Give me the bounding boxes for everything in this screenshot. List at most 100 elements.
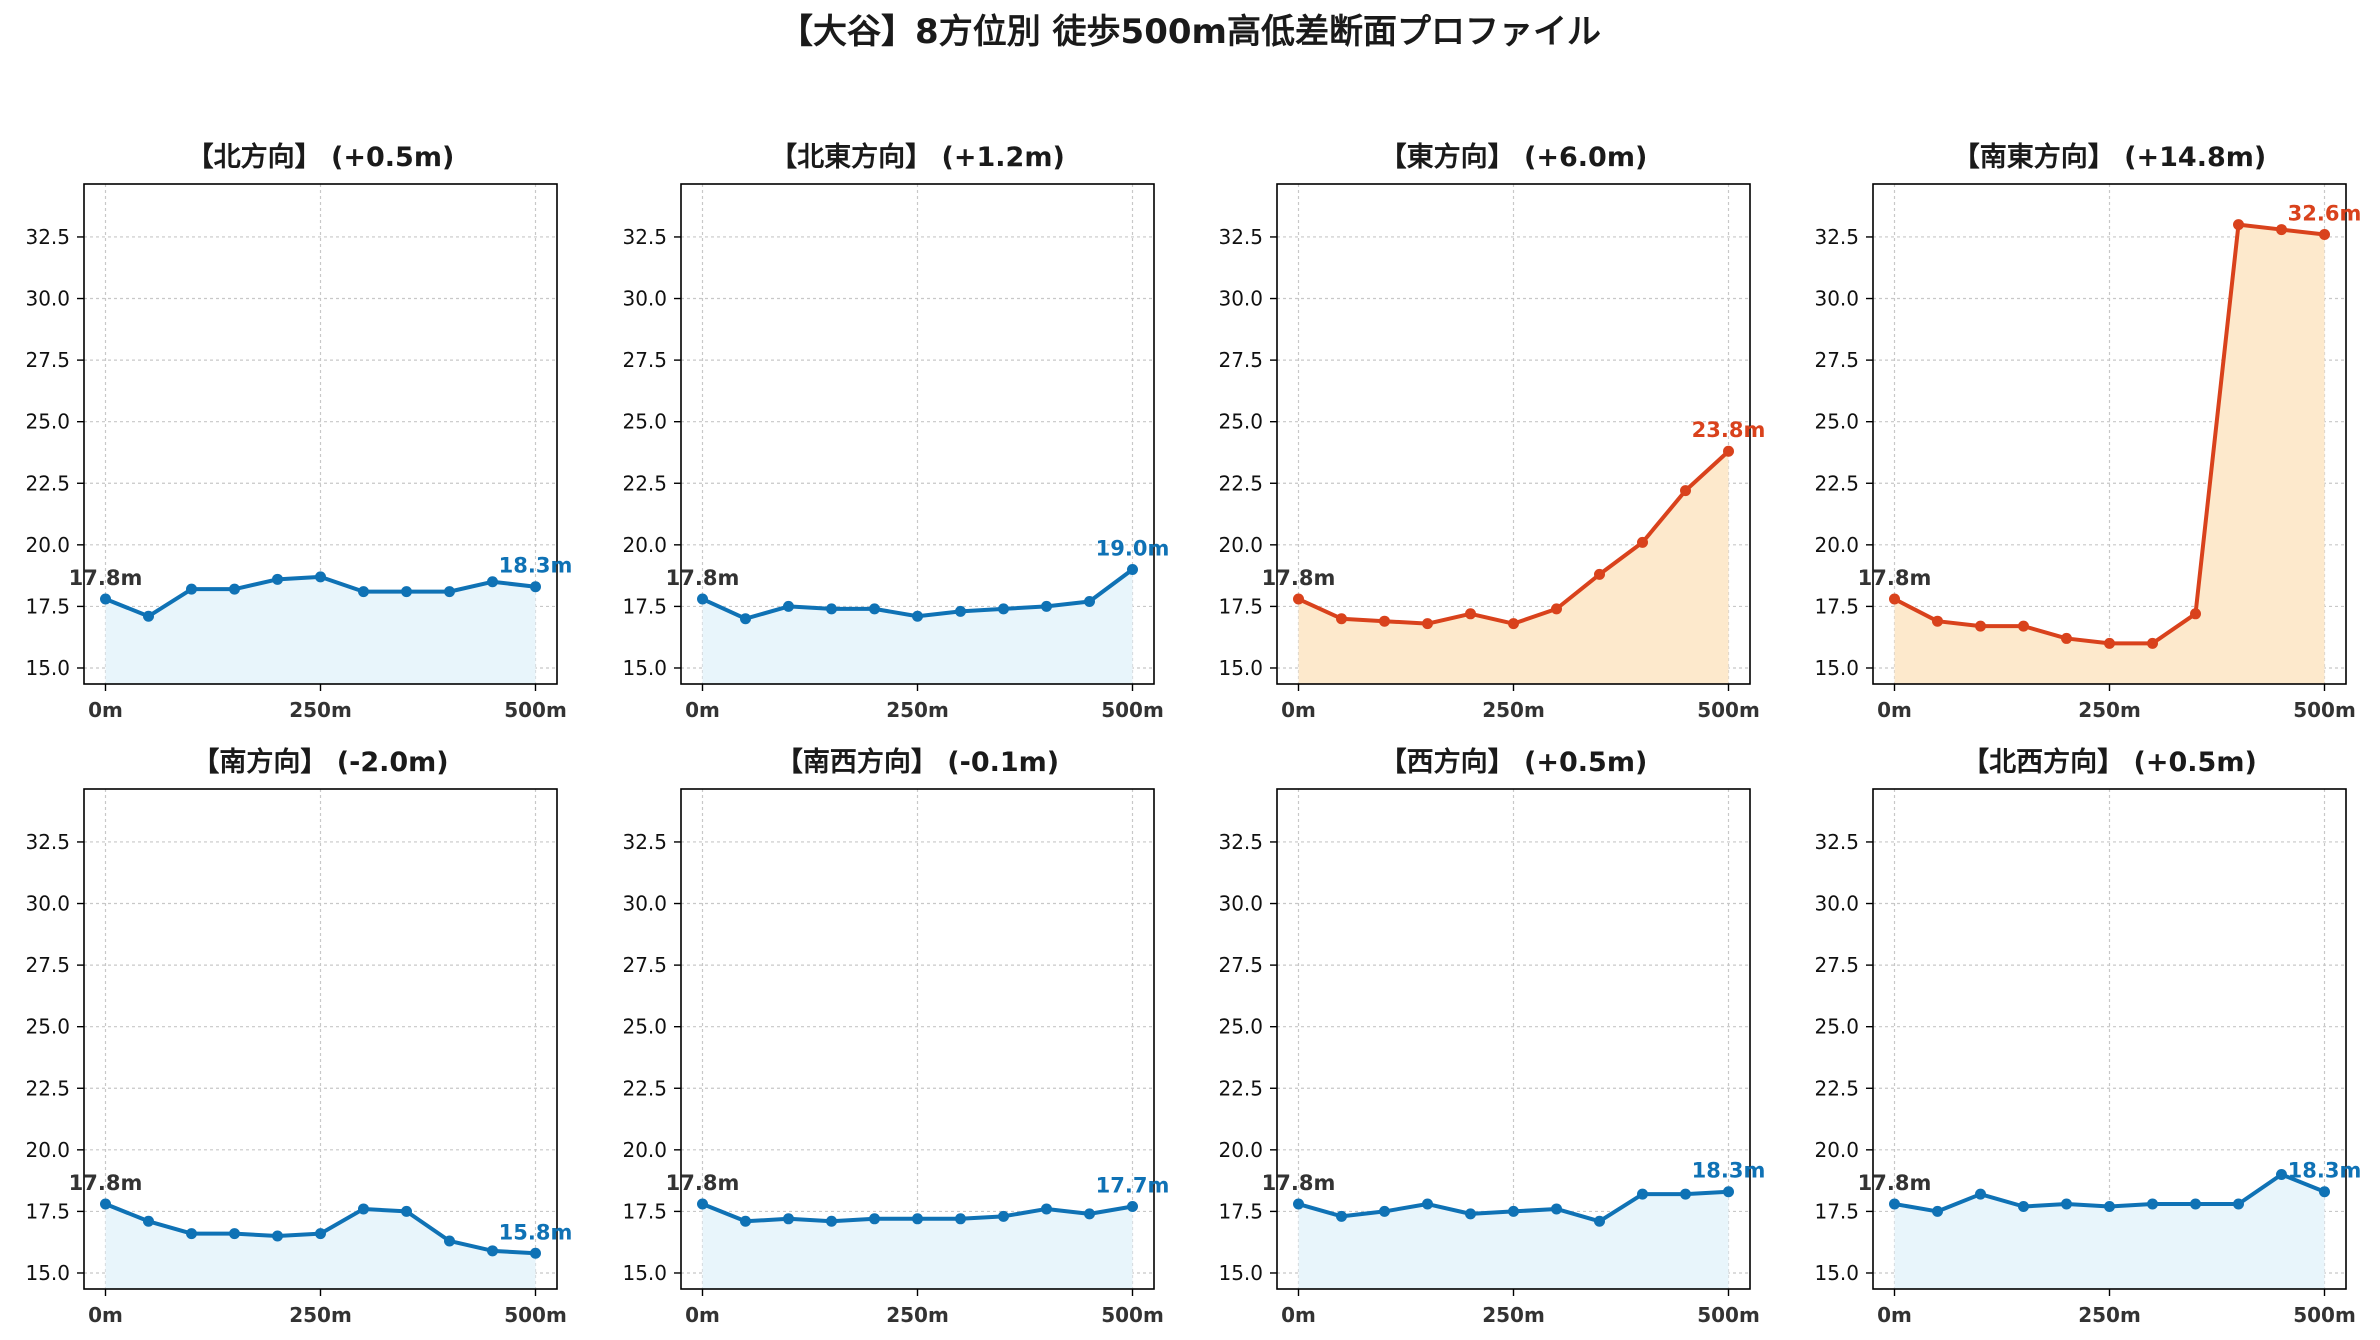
data-point	[2104, 1200, 2115, 1212]
y-tick-label: 30.0	[622, 287, 667, 311]
y-tick-label: 15.0	[1218, 656, 1263, 680]
data-point	[2104, 637, 2115, 649]
y-tick-label: 30.0	[1218, 892, 1263, 916]
start-elevation-label: 17.8m	[666, 1171, 740, 1195]
x-tick-label: 250m	[886, 1303, 949, 1327]
data-point	[1465, 1208, 1476, 1220]
y-tick-label: 25.0	[25, 410, 70, 434]
data-point	[912, 1213, 923, 1225]
y-tick-label: 22.5	[1814, 1076, 1859, 1100]
x-tick-label: 0m	[88, 1303, 123, 1327]
end-elevation-label: 15.8m	[499, 1220, 573, 1244]
data-point	[1637, 1188, 1648, 1200]
data-point	[530, 581, 541, 593]
start-elevation-label: 17.8m	[1262, 566, 1336, 590]
y-tick-label: 22.5	[1218, 471, 1263, 495]
data-point	[100, 593, 111, 605]
y-tick-label: 32.5	[25, 225, 70, 249]
y-tick-label: 30.0	[622, 892, 667, 916]
data-point	[912, 610, 923, 622]
subplot-title: 【東方向】 (+6.0m)	[1380, 141, 1648, 173]
y-tick-label: 32.5	[1218, 225, 1263, 249]
y-tick-label: 27.5	[1218, 348, 1263, 372]
y-tick-label: 17.5	[622, 594, 667, 618]
y-tick-label: 22.5	[25, 471, 70, 495]
y-tick-label: 27.5	[25, 348, 70, 372]
data-point	[1127, 1200, 1138, 1212]
subplot-8: 【北西方向】 (+0.5m) 15.0 17.5 20.0 22.5 25.0 27.5 30…	[1814, 746, 2361, 1327]
start-elevation-label: 17.8m	[69, 1171, 143, 1195]
data-point	[2276, 224, 2287, 236]
x-tick-label: 500m	[504, 698, 567, 722]
y-tick-label: 30.0	[1814, 287, 1859, 311]
data-point	[826, 1215, 837, 1227]
x-tick-label: 250m	[2078, 698, 2141, 722]
data-point	[229, 1228, 240, 1240]
data-point	[740, 613, 751, 625]
y-tick-label: 17.5	[1218, 594, 1263, 618]
x-tick-label: 250m	[1482, 1303, 1545, 1327]
data-point	[1551, 1203, 1562, 1215]
data-point	[186, 1228, 197, 1240]
data-point	[1889, 593, 1900, 605]
y-tick-label: 27.5	[622, 348, 667, 372]
data-point	[2233, 1198, 2244, 1210]
data-point	[1084, 595, 1095, 607]
end-elevation-label: 17.7m	[1096, 1173, 1170, 1197]
data-point	[2190, 608, 2201, 620]
data-point	[1932, 1205, 1943, 1217]
x-tick-label: 0m	[1281, 698, 1316, 722]
data-point	[401, 586, 412, 598]
x-tick-label: 0m	[88, 698, 123, 722]
data-point	[530, 1247, 541, 1259]
data-point	[143, 610, 154, 622]
figure-title: 【大谷】8方位別 徒歩500m高低差断面プロファイル	[779, 12, 1601, 52]
subplot-7: 【西方向】 (+0.5m) 15.0 17.5 20.0 22.5 25.0 27.5 30.…	[1218, 746, 1765, 1327]
x-tick-label: 250m	[2078, 1303, 2141, 1327]
data-point	[1594, 1215, 1605, 1227]
area-fill	[105, 1204, 536, 1289]
y-tick-label: 32.5	[25, 830, 70, 854]
end-elevation-label: 19.0m	[1096, 536, 1170, 560]
x-tick-label: 500m	[1697, 1303, 1760, 1327]
y-tick-label: 25.0	[1814, 1015, 1859, 1039]
data-point	[2190, 1198, 2201, 1210]
y-tick-label: 22.5	[1814, 471, 1859, 495]
x-tick-label: 250m	[1482, 698, 1545, 722]
y-tick-label: 32.5	[1814, 830, 1859, 854]
area-fill	[702, 569, 1133, 684]
y-tick-label: 17.5	[1814, 594, 1859, 618]
data-point	[2147, 1198, 2158, 1210]
data-point	[869, 1213, 880, 1225]
data-point	[783, 1213, 794, 1225]
data-point	[955, 1213, 966, 1225]
subplot-4: 【南東方向】 (+14.8m) 15.0 17.5 20.0 22.5 25.0 27.5 3…	[1814, 141, 2361, 722]
x-tick-label: 250m	[289, 698, 352, 722]
data-point	[487, 1245, 498, 1257]
subplot-title: 【南方向】 (-2.0m)	[192, 746, 448, 778]
y-tick-label: 30.0	[1218, 287, 1263, 311]
data-point	[2018, 620, 2029, 632]
data-point	[1551, 603, 1562, 615]
end-elevation-label: 18.3m	[499, 554, 573, 578]
y-tick-label: 20.0	[1814, 1138, 1859, 1162]
data-point	[1932, 615, 1943, 627]
y-tick-label: 17.5	[622, 1199, 667, 1223]
x-tick-label: 250m	[886, 698, 949, 722]
data-point	[2319, 228, 2330, 240]
end-elevation-label: 23.8m	[1692, 418, 1766, 442]
data-point	[2233, 219, 2244, 231]
y-tick-label: 27.5	[1814, 348, 1859, 372]
start-elevation-label: 17.8m	[1262, 1171, 1336, 1195]
area-fill	[1298, 1191, 1729, 1289]
data-point	[826, 603, 837, 615]
y-tick-label: 22.5	[1218, 1076, 1263, 1100]
y-tick-label: 30.0	[25, 892, 70, 916]
subplot-6: 【南西方向】 (-0.1m) 15.0 17.5 20.0 22.5 25.0 27.5 30…	[622, 746, 1169, 1327]
y-tick-label: 27.5	[1218, 953, 1263, 977]
x-tick-label: 500m	[1697, 698, 1760, 722]
data-point	[1723, 1186, 1734, 1198]
data-point	[1127, 563, 1138, 575]
data-point	[1508, 618, 1519, 630]
